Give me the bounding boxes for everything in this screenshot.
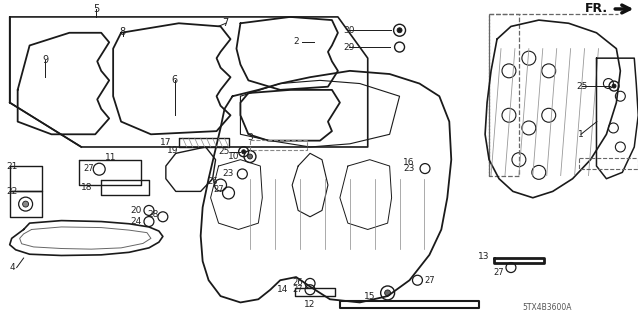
Text: 27: 27 (424, 276, 435, 285)
Text: 6: 6 (172, 75, 178, 85)
Text: 18: 18 (81, 183, 92, 192)
Text: 13: 13 (477, 252, 489, 261)
Text: 27: 27 (293, 285, 303, 294)
Text: 16: 16 (403, 158, 415, 167)
Text: 26: 26 (293, 278, 303, 287)
Text: 25: 25 (577, 82, 588, 91)
Circle shape (248, 154, 252, 159)
Text: 7: 7 (223, 18, 229, 28)
Circle shape (385, 290, 390, 296)
Text: 12: 12 (305, 300, 316, 309)
Text: 20: 20 (131, 206, 141, 215)
Text: 27: 27 (213, 185, 224, 194)
Text: 26: 26 (207, 177, 218, 186)
Text: FR.: FR. (585, 3, 608, 16)
Text: 2: 2 (293, 37, 299, 46)
Text: 1: 1 (578, 130, 584, 139)
Text: 21: 21 (7, 161, 18, 171)
Text: 28: 28 (147, 210, 159, 219)
Text: 11: 11 (106, 153, 117, 162)
Text: 19: 19 (167, 146, 179, 155)
Text: 24: 24 (131, 217, 141, 226)
Text: 23: 23 (222, 169, 234, 178)
Text: 29: 29 (343, 42, 355, 52)
Text: 23: 23 (403, 164, 415, 173)
Text: 14: 14 (276, 285, 288, 293)
Text: 3: 3 (247, 133, 253, 142)
Text: 4: 4 (10, 263, 15, 272)
Text: 30: 30 (343, 26, 355, 35)
Circle shape (397, 28, 402, 33)
Text: 22: 22 (7, 187, 18, 196)
Text: 15: 15 (364, 292, 376, 300)
Text: 9: 9 (42, 55, 48, 65)
Text: 25: 25 (219, 147, 230, 156)
Text: 27: 27 (83, 164, 93, 173)
Circle shape (242, 150, 246, 154)
Text: 10: 10 (228, 152, 240, 161)
Text: 5: 5 (93, 4, 99, 14)
Circle shape (612, 84, 616, 88)
Circle shape (22, 201, 29, 207)
Text: 8: 8 (120, 27, 125, 37)
Text: 27: 27 (493, 268, 504, 277)
Text: 17: 17 (160, 138, 172, 147)
Text: 5TX4B3600A: 5TX4B3600A (522, 303, 572, 312)
